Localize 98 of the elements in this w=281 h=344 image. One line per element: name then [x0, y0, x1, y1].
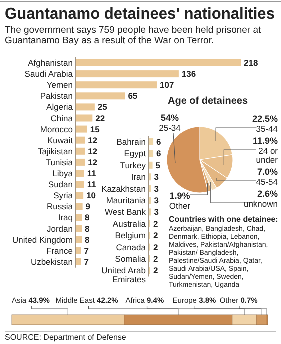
y-tick-label: Egypt [124, 148, 147, 159]
data-label: 11 [87, 180, 97, 190]
data-label: 136 [182, 69, 196, 80]
data-label: 12 [88, 146, 98, 156]
data-label: 3 [154, 207, 160, 218]
data-label: 12 [88, 157, 98, 168]
y-tick-label: United Arab Emirates [102, 266, 146, 285]
data-label: 8 [85, 212, 90, 223]
data-label: 22 [96, 113, 106, 124]
slice-label: 35-44 [256, 124, 278, 134]
data-label: 7 [84, 246, 90, 256]
y-tick-label: Mauritania [106, 196, 146, 206]
bar [76, 82, 157, 89]
y-tick-label: Bahrain [116, 137, 146, 147]
slice-label: 24 or under [256, 146, 278, 165]
y-tick-label: Iraq [58, 212, 74, 223]
bar [76, 92, 126, 100]
data-label: 12 [88, 135, 98, 146]
data-label: 11.9% [252, 136, 278, 146]
slice-label: 25-34 [159, 123, 182, 133]
slice-label: 45-54 [256, 177, 278, 187]
data-label: 2 [154, 242, 159, 252]
bar [76, 158, 86, 166]
y-tick-label: Iran [131, 172, 146, 182]
bar [76, 181, 84, 188]
data-label: 6 [156, 148, 162, 159]
y-tick-label: Morocco [40, 124, 74, 134]
slice-label: Other [169, 201, 191, 211]
bar [76, 114, 93, 122]
chart-title: Guantanamo detainees' nationalities [5, 6, 281, 23]
y-tick-label: Sudan [48, 180, 74, 190]
data-label: 54% [160, 113, 180, 123]
data-label: 65 [128, 91, 138, 102]
bar [76, 258, 82, 266]
bar [76, 247, 82, 254]
y-tick-label: Kazakhstan [102, 184, 146, 194]
chart-subtitle: The government says 759 people have been held prisoner at Guantanamo Bay as a result of the War on Terror. [5, 25, 262, 46]
y-tick-label: Uzbekistan [30, 256, 74, 267]
slice-label: unknown [244, 199, 278, 209]
bar [76, 214, 82, 222]
y-tick-label: Tunisia [46, 157, 74, 168]
data-label: 7.0% [257, 167, 278, 177]
data-label: 3 [154, 196, 160, 206]
y-tick-label: Canada [116, 242, 146, 252]
y-tick-label: Australia [112, 218, 146, 229]
bar [76, 70, 179, 78]
y-tick-label: Jordan [47, 224, 74, 234]
data-label: 6 [156, 137, 162, 147]
bar [76, 136, 86, 144]
y-tick-label: France [46, 246, 74, 256]
y-tick-label: China [50, 113, 74, 124]
bar [76, 203, 83, 210]
y-tick-label: Yemen [46, 80, 74, 90]
y-tick-label: Syria [54, 190, 74, 201]
y-tick-label: Kuwait [47, 135, 74, 146]
data-label: 2 [154, 254, 159, 264]
data-label: 2 [154, 266, 159, 276]
data-label: 9 [86, 202, 91, 212]
bar [76, 170, 84, 177]
bar [76, 192, 84, 200]
data-label: 11 [87, 168, 97, 178]
y-tick-label: Tajikistan [38, 146, 74, 156]
y-tick-label: Turkey [120, 160, 147, 170]
y-tick-label: West Bank [105, 207, 147, 218]
data-label: 3 [154, 172, 160, 182]
bar [76, 225, 82, 232]
y-tick-label: Algeria [46, 102, 74, 112]
data-label: 218 [244, 58, 258, 68]
chart-title: Age of detainees [168, 96, 248, 107]
data-label: 15 [90, 124, 100, 134]
y-tick-label: Pakistan [40, 91, 74, 102]
data-label: 2 [154, 218, 159, 229]
bar [76, 148, 86, 155]
data-label: 25 [98, 102, 108, 112]
data-label: 107 [160, 80, 174, 90]
y-tick-label: Russia [47, 202, 74, 212]
text: Countries with one detainee: [169, 215, 278, 224]
y-tick-label: United Kingdom [12, 234, 73, 245]
y-tick-label: Saudi Arabia [24, 69, 74, 80]
bar [76, 126, 88, 133]
data-label: 1.9% [170, 191, 190, 201]
data-label: 2.6% [257, 189, 278, 199]
data-label: 8 [85, 234, 90, 245]
data-label: 7 [84, 256, 90, 267]
data-label: 22.5% [252, 114, 278, 124]
y-tick-label: Libya [52, 168, 74, 178]
data-label: 3 [154, 184, 160, 194]
y-tick-label: Belgium [115, 230, 146, 241]
y-tick-label: Afghanistan [28, 58, 74, 68]
source-note: SOURCE: Department of Defense [5, 333, 127, 342]
y-tick-label: Somalia [115, 254, 146, 264]
data-label: 5 [156, 160, 161, 170]
data-label: 2 [154, 230, 159, 241]
bar [76, 104, 95, 111]
bar [76, 60, 241, 66]
data-label: 8 [85, 224, 90, 234]
data-label: 10 [86, 190, 96, 201]
bar [76, 236, 82, 244]
